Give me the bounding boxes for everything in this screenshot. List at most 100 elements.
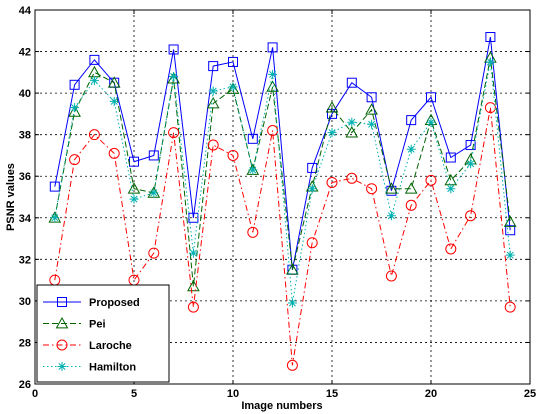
data-point-laroche (484, 102, 496, 114)
data-point-hamilton (367, 119, 377, 129)
data-point-proposed (426, 92, 436, 103)
data-point-pei (226, 82, 240, 94)
data-point-proposed (267, 42, 278, 53)
data-point-hamilton (386, 211, 396, 221)
data-point-hamilton (327, 128, 337, 138)
data-point-laroche (405, 199, 417, 211)
data-point-laroche (187, 301, 199, 313)
data-point-laroche (227, 149, 239, 161)
data-point-hamilton (466, 159, 476, 169)
y-tick-label: 26 (19, 379, 31, 391)
data-point-laroche (306, 237, 318, 249)
series-line-hamilton (54, 61, 511, 304)
series-hamilton (50, 57, 515, 308)
data-point-laroche (207, 139, 219, 151)
data-point-proposed (69, 79, 80, 90)
data-point-hamilton (208, 86, 218, 96)
y-tick-label: 36 (19, 171, 31, 183)
data-point-pei (206, 96, 220, 109)
y-tick-label: 44 (19, 5, 32, 17)
data-point-pei (325, 101, 339, 113)
legend-label-proposed: Proposed (89, 297, 140, 309)
legend-marker-hamilton (57, 362, 67, 371)
data-point-hamilton (406, 144, 416, 154)
data-point-proposed (346, 77, 357, 88)
data-point-laroche (88, 129, 100, 141)
y-tick-label: 40 (19, 88, 31, 100)
data-point-hamilton (505, 250, 515, 260)
data-point-proposed (148, 150, 159, 161)
data-point-pei (365, 103, 378, 115)
data-point-pei (127, 182, 141, 194)
legend-label-pei: Pei (89, 319, 106, 331)
data-point-hamilton (268, 69, 278, 79)
data-point-proposed (465, 140, 476, 151)
data-point-hamilton (89, 76, 99, 86)
x-axis-label: Image numbers (241, 400, 322, 412)
data-point-hamilton (228, 82, 238, 92)
data-point-hamilton (129, 194, 139, 204)
series-line-laroche (54, 107, 511, 366)
data-point-hamilton (307, 184, 317, 194)
legend-item-hamilton: Hamilton (43, 362, 136, 374)
legend-label-laroche: Laroche (89, 340, 132, 352)
data-point-proposed (208, 61, 219, 72)
legend-label-hamilton: Hamilton (89, 362, 136, 374)
data-point-laroche (247, 226, 259, 238)
data-point-laroche (465, 210, 477, 222)
data-point-hamilton (485, 57, 495, 67)
data-point-pei (503, 215, 517, 227)
data-point-laroche (504, 301, 516, 313)
legend-box (36, 284, 170, 383)
data-point-proposed (129, 156, 139, 167)
data-point-proposed (505, 225, 516, 236)
x-tick-label: 15 (326, 388, 338, 400)
data-point-laroche (346, 172, 358, 184)
data-point-proposed (168, 44, 179, 55)
data-point-proposed (49, 181, 60, 192)
x-tick-label: 20 (425, 388, 437, 400)
data-point-proposed (89, 54, 100, 65)
data-point-proposed (188, 212, 199, 223)
data-point-pei (404, 182, 418, 194)
data-point-proposed (228, 56, 238, 67)
legend-marker-laroche (56, 339, 68, 351)
data-point-hamilton (169, 71, 179, 81)
series-group (48, 32, 517, 371)
data-point-proposed (406, 115, 417, 126)
legend-marker-pei (55, 316, 69, 329)
data-point-hamilton (50, 213, 60, 223)
data-point-hamilton (347, 117, 357, 127)
series-line-proposed (54, 36, 511, 270)
data-point-proposed (247, 133, 258, 144)
data-point-pei (167, 72, 180, 84)
data-point-hamilton (426, 117, 436, 127)
data-point-laroche (326, 176, 338, 188)
y-axis-label: PSNR values (5, 163, 17, 231)
legend: Proposed Pei Laroche Hamilton (36, 284, 170, 383)
y-tick-label: 30 (19, 296, 31, 308)
data-point-hamilton (248, 165, 258, 175)
y-tick-label: 34 (19, 213, 32, 225)
axis-ticks: 0 5 10 15 20 25 26 28 30 32 34 36 38 40 42 44 (19, 5, 536, 400)
legend-item-laroche: Laroche (43, 339, 132, 352)
data-point-hamilton (70, 103, 80, 113)
data-point-hamilton (287, 298, 297, 308)
x-tick-label: 5 (131, 388, 137, 400)
data-point-proposed (485, 32, 496, 43)
legend-item-pei: Pei (43, 316, 106, 331)
data-point-pei (385, 182, 398, 194)
data-point-laroche (286, 359, 298, 371)
y-tick-label: 42 (19, 47, 31, 59)
legend-item-proposed: Proposed (43, 297, 140, 309)
x-tick-label: 0 (32, 388, 38, 400)
data-point-laroche (168, 127, 180, 139)
data-point-hamilton (446, 184, 456, 194)
data-point-pei (68, 105, 81, 117)
data-point-laroche (425, 174, 437, 186)
data-point-laroche (445, 243, 457, 255)
data-point-laroche (108, 147, 120, 159)
series-line-pei (54, 57, 511, 287)
x-tick-label: 25 (524, 388, 536, 400)
